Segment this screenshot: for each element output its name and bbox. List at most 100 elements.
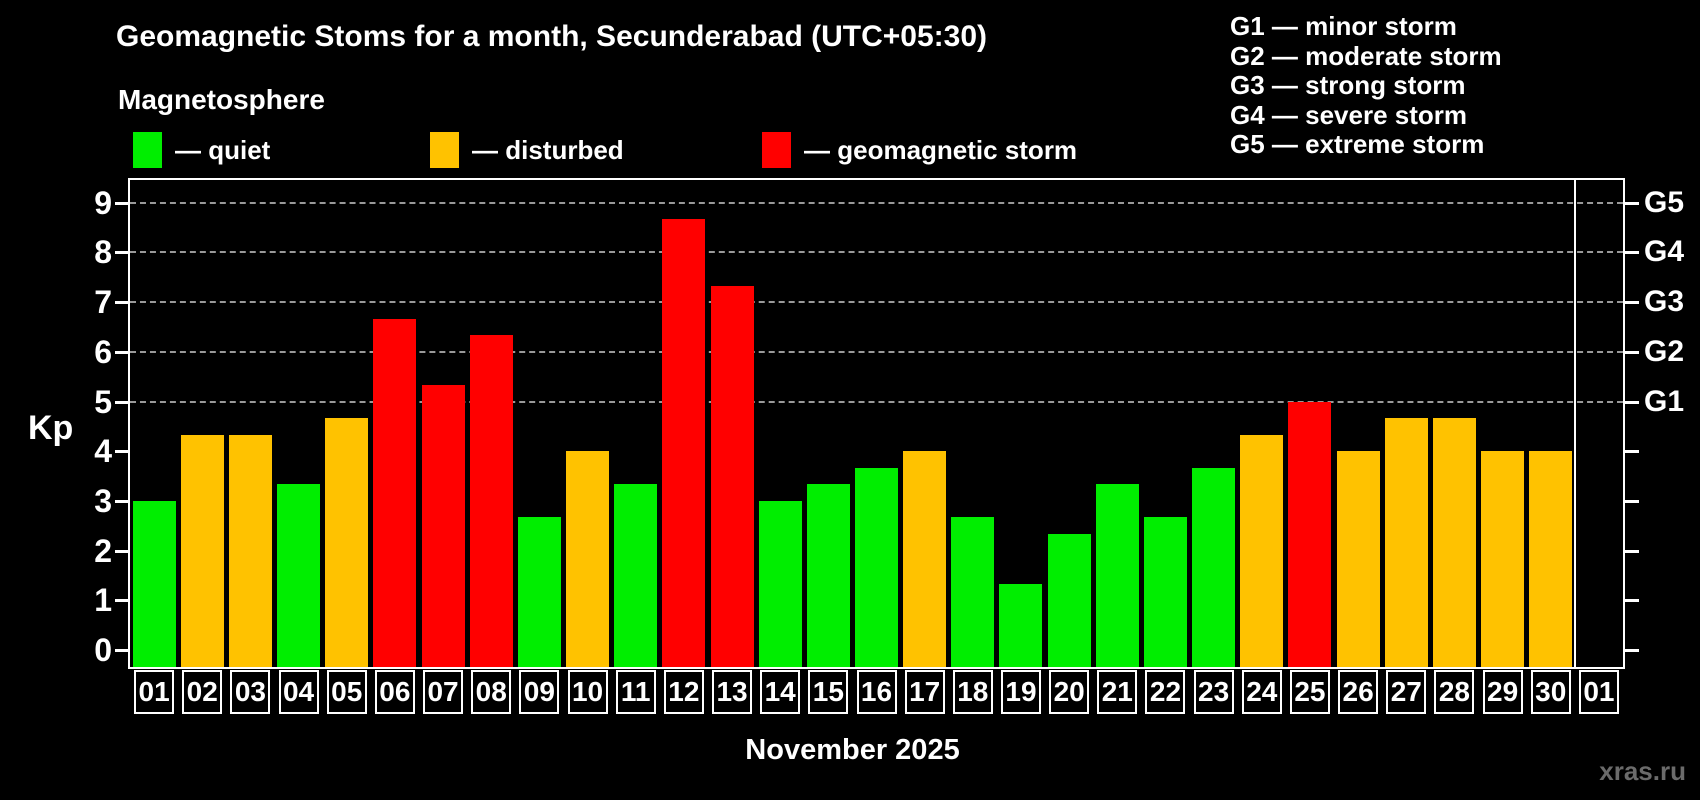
day-label-13: 13 xyxy=(712,670,753,714)
day-label-21: 21 xyxy=(1097,670,1138,714)
bar-day-04 xyxy=(277,484,321,667)
y-axis-title: Kp xyxy=(28,409,74,447)
y-axis-label-6: 6 xyxy=(94,333,112,370)
y-axis-tick-1 xyxy=(115,599,130,603)
day-label-05: 05 xyxy=(326,670,367,714)
day-label-25: 25 xyxy=(1289,670,1330,714)
bar-day-11 xyxy=(614,484,658,667)
bar-day-22 xyxy=(1143,517,1187,667)
bar-day-17 xyxy=(903,451,947,667)
legend-swatch-disturbed xyxy=(430,132,459,168)
bar-day-29 xyxy=(1481,451,1525,667)
gridline-kp6 xyxy=(130,350,1623,353)
legend-label-quiet: — quiet xyxy=(175,135,271,165)
day-label-16: 16 xyxy=(856,670,897,714)
chart-title: Geomagnetic Stoms for a month, Secundera… xyxy=(116,20,988,53)
gridline-kp8 xyxy=(130,251,1623,254)
g-legend-row-2: G2 — moderate storm xyxy=(1230,40,1502,71)
y-axis-tick-9 xyxy=(115,201,130,205)
bar-day-01 xyxy=(132,500,176,667)
bar-day-06 xyxy=(373,318,417,667)
bar-day-07 xyxy=(421,385,465,667)
g-legend-row-3: G3 — strong storm xyxy=(1230,70,1466,101)
y-axis-tick-0 xyxy=(115,649,130,652)
y-axis-tick-3 xyxy=(115,499,130,503)
y-axis-label-8: 8 xyxy=(94,234,112,271)
day-label-20: 20 xyxy=(1049,670,1090,714)
bar-day-02 xyxy=(180,434,224,667)
bar-day-28 xyxy=(1432,417,1476,667)
y-axis-label-1: 1 xyxy=(94,582,112,619)
day-label-07: 07 xyxy=(423,670,464,714)
bar-day-12 xyxy=(662,219,706,667)
bar-day-20 xyxy=(1047,534,1091,667)
magnetosphere-label: Magnetosphere xyxy=(118,84,325,115)
bar-day-14 xyxy=(758,500,802,667)
day-label-14: 14 xyxy=(760,670,801,714)
day-label-03: 03 xyxy=(230,670,271,714)
y-axis-tick-2 xyxy=(115,549,130,553)
day-label-02: 02 xyxy=(182,670,223,714)
y-axis-tick-8 xyxy=(115,251,130,255)
bar-day-21 xyxy=(1095,484,1139,667)
bar-day-30 xyxy=(1529,451,1573,667)
day-label-12: 12 xyxy=(663,670,704,714)
bar-day-24 xyxy=(1240,434,1284,667)
g-axis-label-G5: G5 xyxy=(1644,185,1685,219)
bar-day-15 xyxy=(806,484,850,667)
y-axis-tick-6 xyxy=(115,350,130,354)
day-label-17: 17 xyxy=(904,670,945,714)
bar-day-09 xyxy=(517,517,561,667)
y-axis-tick-5 xyxy=(115,400,130,404)
plot-area xyxy=(128,178,1625,669)
right-axis-tick-8 xyxy=(1625,251,1639,255)
day-label-01: 01 xyxy=(134,670,175,714)
y-axis-label-4: 4 xyxy=(94,433,112,470)
gridline-kp7 xyxy=(130,301,1623,304)
bar-day-08 xyxy=(469,335,513,667)
day-label-15: 15 xyxy=(808,670,849,714)
g-legend-row-4: G4 — severe storm xyxy=(1230,99,1468,130)
legend-swatch-storm xyxy=(762,132,791,168)
bar-day-19 xyxy=(999,583,1043,667)
y-axis-tick-4 xyxy=(115,450,130,454)
y-axis-label-5: 5 xyxy=(94,383,112,420)
day-label-09: 09 xyxy=(519,670,560,714)
bar-day-05 xyxy=(325,417,369,667)
g-axis-label-G2: G2 xyxy=(1644,334,1685,368)
day-label-27: 27 xyxy=(1386,670,1427,714)
watermark: xras.ru xyxy=(1599,756,1686,786)
g-axis-label-G3: G3 xyxy=(1644,285,1685,319)
right-axis-tick-7 xyxy=(1625,301,1639,305)
day-label-24: 24 xyxy=(1241,670,1282,714)
y-axis-label-3: 3 xyxy=(94,482,112,519)
legend-swatch-quiet xyxy=(133,132,162,168)
g-axis-label-G1: G1 xyxy=(1644,384,1685,418)
y-axis-label-2: 2 xyxy=(94,532,112,569)
x-axis-month-label: November 2025 xyxy=(745,734,960,766)
legend-label-storm: — geomagnetic storm xyxy=(804,135,1078,165)
right-axis-tick-6 xyxy=(1625,350,1639,354)
legend-label-disturbed: — disturbed xyxy=(472,135,624,165)
bar-day-27 xyxy=(1384,417,1428,667)
day-label-28: 28 xyxy=(1434,670,1475,714)
day-label-26: 26 xyxy=(1338,670,1379,714)
right-axis-tick-0 xyxy=(1625,649,1639,652)
bar-day-23 xyxy=(1192,467,1236,667)
y-axis-label-9: 9 xyxy=(94,184,112,221)
bar-day-03 xyxy=(228,434,272,667)
day-label-29: 29 xyxy=(1482,670,1523,714)
bar-day-13 xyxy=(710,285,754,667)
day-label-11: 11 xyxy=(615,670,656,714)
right-axis-tick-9 xyxy=(1625,201,1639,205)
y-axis-label-0: 0 xyxy=(94,632,112,668)
y-axis-label-7: 7 xyxy=(94,284,112,321)
gridline-kp5 xyxy=(130,400,1623,403)
bar-day-16 xyxy=(855,467,898,667)
right-axis-tick-4 xyxy=(1625,450,1639,454)
day-label-30: 30 xyxy=(1530,670,1571,714)
y-axis-tick-7 xyxy=(115,301,130,305)
bar-day-25 xyxy=(1288,401,1332,667)
day-label-19: 19 xyxy=(1000,670,1041,714)
